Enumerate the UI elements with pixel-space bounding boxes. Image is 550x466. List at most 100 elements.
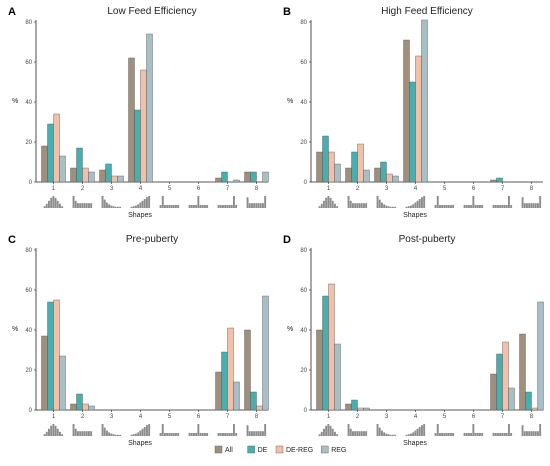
shape-glyph-bar — [481, 205, 484, 208]
shape-glyph-bar — [77, 203, 79, 208]
shape-glyph-bar — [59, 203, 61, 208]
x-tick-label: 4 — [414, 414, 418, 420]
chart-title: Post-puberty — [399, 234, 456, 245]
shape-glyph-bar — [175, 433, 177, 436]
legend-item-all: All — [214, 445, 233, 454]
legend-label: All — [225, 447, 233, 454]
shape-glyph-bar — [50, 197, 53, 208]
shape-glyph-bar — [48, 200, 50, 208]
shape-glyph-bar — [439, 205, 441, 208]
bar-reg-shape-1 — [334, 163, 341, 183]
shape-glyph-bar — [106, 202, 108, 208]
shape-glyph-bar — [85, 203, 88, 208]
shape-glyph-bar — [320, 431, 323, 436]
bar-de-shape-2 — [76, 393, 83, 411]
shape-glyph-bar — [164, 205, 166, 208]
bar-de-shape-4 — [409, 81, 416, 183]
shape-glyph-bar — [505, 433, 508, 436]
shape-glyph-bar — [228, 433, 231, 436]
shape-glyph-bar — [106, 430, 108, 436]
shape-glyph-bar — [251, 203, 253, 208]
shape-glyph-bar — [534, 203, 537, 208]
shape-glyph-bar — [537, 431, 539, 436]
shape-glyph-bar — [248, 431, 251, 436]
shape-glyph-bar — [360, 431, 363, 436]
shape-glyph-bar — [90, 431, 93, 436]
legend-swatch — [247, 445, 255, 454]
x-tick-label: 6 — [472, 186, 476, 192]
panel-label: D — [283, 234, 291, 246]
shape-glyph-bar — [253, 431, 256, 436]
x-tick-label: 4 — [414, 186, 418, 192]
bar-all-shape-4 — [403, 39, 410, 183]
bar-de-shape-7 — [496, 353, 503, 411]
shape-glyph-bar — [499, 433, 502, 436]
shape-glyph-bar — [103, 199, 106, 208]
bar-reg-shape-1 — [59, 155, 66, 183]
x-tick-label: 7 — [501, 186, 505, 192]
shape-glyph-bar — [479, 433, 481, 436]
bar-all-shape-2 — [345, 167, 352, 183]
shape-glyph-icon — [463, 424, 484, 436]
shape-glyph-bar — [389, 434, 392, 436]
y-axis-label: % — [287, 98, 293, 105]
shape-glyph-bar — [363, 203, 365, 208]
bar-de-shape-3 — [380, 161, 387, 183]
shape-glyph-bar — [197, 196, 200, 208]
shape-glyph-bar — [410, 205, 412, 208]
shape-glyph-bar — [230, 205, 233, 208]
bar-reg-shape-2 — [88, 405, 95, 411]
shape-glyph-bar — [349, 200, 352, 208]
shape-glyph-bar — [537, 203, 539, 208]
shape-glyph-bar — [521, 425, 524, 436]
bar-de-shape-2 — [351, 399, 358, 411]
shape-glyph-bar — [492, 205, 495, 208]
panel-label: B — [283, 6, 291, 18]
bar-de-shape-7 — [221, 171, 228, 183]
shape-glyph-bar — [193, 433, 195, 436]
shape-glyph-bar — [195, 433, 198, 436]
shape-glyph-bar — [356, 203, 359, 208]
shape-glyph-bar — [452, 433, 455, 436]
shape-glyph-bar — [465, 433, 468, 436]
shape-glyph-bar — [143, 427, 146, 436]
shape-glyph-bar — [470, 433, 473, 436]
shape-glyph-bar — [222, 205, 224, 208]
shape-glyph-bar — [423, 424, 426, 436]
bar-all-shape-7 — [215, 177, 222, 183]
shape-glyph-icon — [188, 196, 209, 208]
shape-glyph-bar — [383, 204, 386, 208]
y-axis-label: % — [12, 98, 18, 105]
x-tick-label: 6 — [197, 186, 201, 192]
shape-glyph-bar — [172, 205, 175, 208]
x-tick-label: 2 — [356, 186, 360, 192]
shape-glyph-bar — [331, 200, 334, 208]
shape-glyph-bar — [441, 433, 444, 436]
x-tick-label: 4 — [139, 186, 143, 192]
shape-glyph-bar — [146, 425, 148, 436]
shape-glyph-bar — [233, 424, 235, 436]
bar-de-shape-8 — [250, 391, 257, 411]
shape-glyph-bar — [204, 433, 206, 436]
shape-glyph-bar — [436, 196, 439, 208]
shape-glyph-bar — [505, 205, 508, 208]
shape-glyph-bar — [59, 431, 61, 436]
shape-glyph-bar — [434, 205, 437, 208]
shape-glyph-bar — [325, 197, 328, 208]
shape-glyph-bar — [418, 199, 421, 208]
bar-de-shape-3 — [105, 163, 112, 183]
x-tick-label: 1 — [327, 186, 331, 192]
shape-glyph-bar — [199, 433, 202, 436]
shape-glyph-icon — [318, 196, 339, 208]
shape-glyph-bar — [387, 206, 390, 208]
shape-glyph-bar — [108, 204, 111, 208]
shape-glyph-icon — [434, 196, 455, 208]
shape-glyph-bar — [365, 203, 368, 208]
bar-reg-shape-1 — [334, 343, 341, 411]
x-tick-label: 1 — [327, 414, 331, 420]
bar-de-shape-8 — [250, 171, 257, 183]
y-tick-label: 0 — [304, 408, 308, 414]
y-tick-label: 20 — [300, 140, 307, 146]
shape-glyph-bar — [101, 424, 104, 436]
